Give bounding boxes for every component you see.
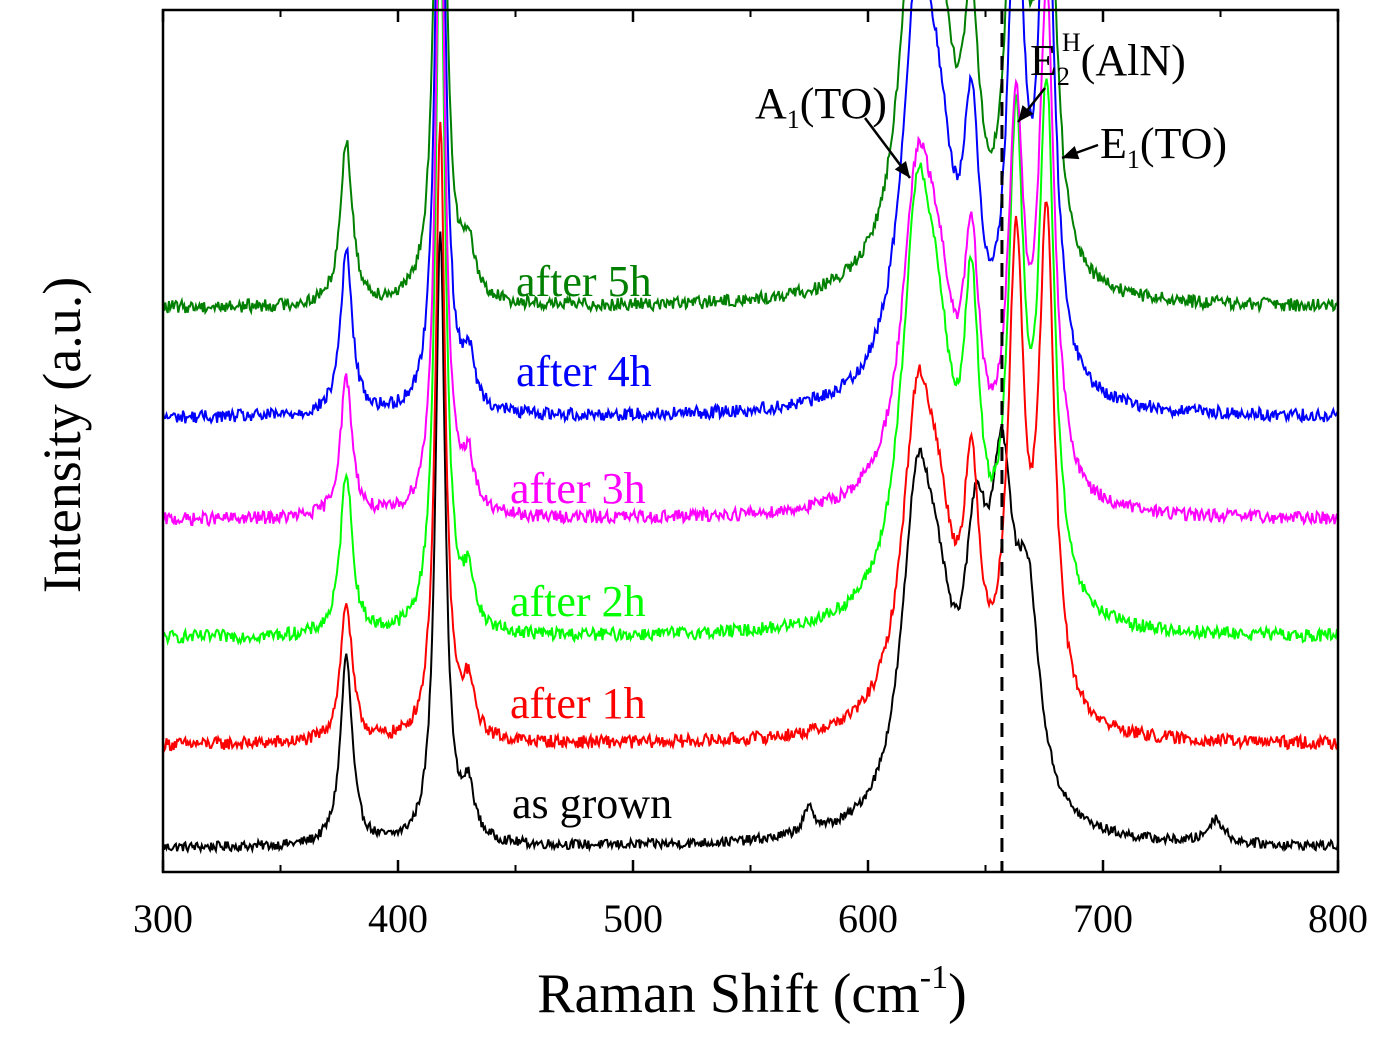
- series-layer: [162, 0, 1339, 855]
- series-label: after 2h: [510, 577, 646, 626]
- y-axis-label: Intensity (a.u.): [32, 277, 92, 593]
- peak-annotations: A1(TO) E2H(AlN) E1(TO): [755, 28, 1227, 179]
- x-tick-label: 500: [603, 896, 663, 941]
- series-line-after-2h: [162, 0, 1339, 646]
- series-label: after 4h: [516, 347, 652, 396]
- x-tick-label: 300: [133, 896, 193, 941]
- series-label: as grown: [512, 779, 672, 828]
- series-line-after-4h: [162, 0, 1339, 425]
- annotation-arrow-head: [1018, 105, 1034, 122]
- x-axis-label: Raman Shift (cm-1): [537, 959, 967, 1025]
- series-line-after-3h: [162, 0, 1339, 528]
- annotation-arrow-head: [894, 161, 910, 178]
- x-tick-label: 600: [838, 896, 898, 941]
- peak-label-e2h: E2H(AlN): [1030, 28, 1186, 91]
- series-label: after 1h: [510, 679, 646, 728]
- x-tick-label: 400: [368, 896, 428, 941]
- series-labels: as grown after 1h after 2h after 3h after 4h…: [510, 257, 672, 828]
- x-tick-label: 700: [1073, 896, 1133, 941]
- series-line-as-grown: [162, 231, 1339, 855]
- peak-label-e1to: E1(TO): [1100, 119, 1227, 174]
- x-ticks: 300 400 500 600 700 800: [133, 10, 1368, 941]
- series-label: after 3h: [510, 464, 646, 513]
- x-tick-label: 800: [1308, 896, 1368, 941]
- series-line-after-1h: [162, 121, 1339, 754]
- series-line-after-5h: [162, 0, 1339, 316]
- annotation-arrow-head: [1062, 145, 1080, 160]
- peak-label-a1to: A1(TO): [755, 79, 887, 134]
- series-label: after 5h: [516, 257, 652, 306]
